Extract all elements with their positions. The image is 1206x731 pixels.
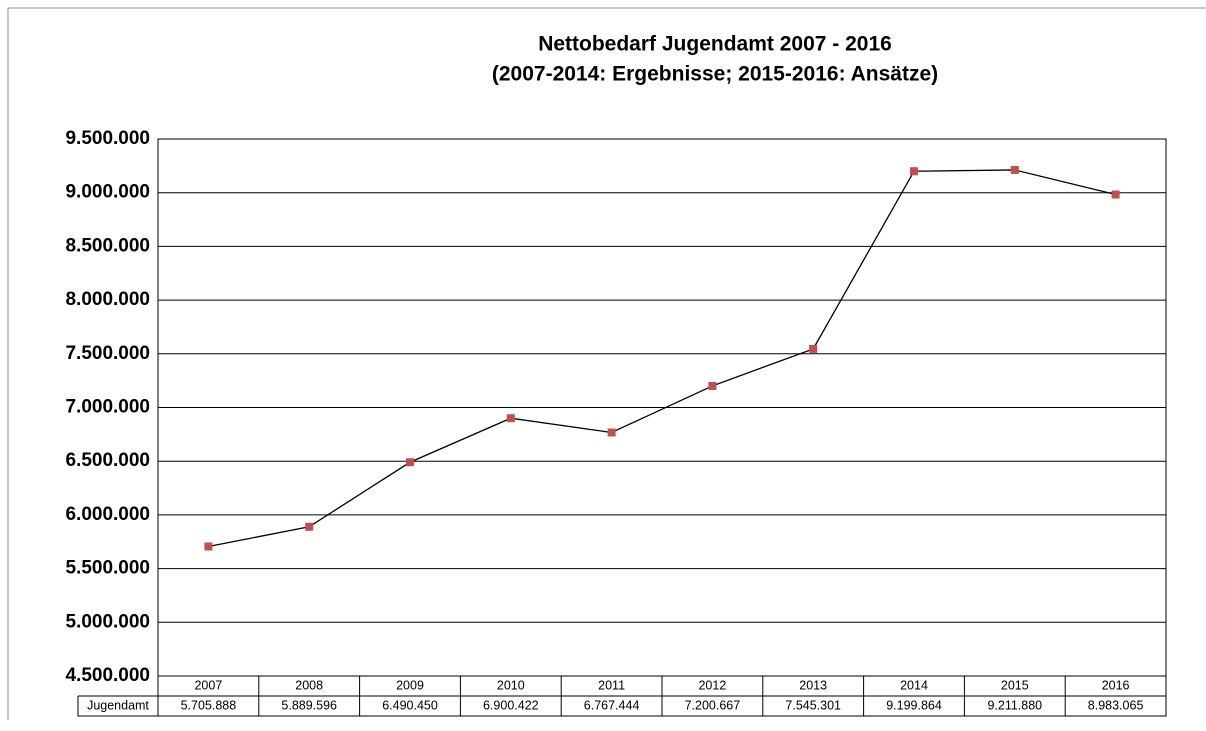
marker [406,458,414,467]
data-label: 6.900.422 [483,698,539,712]
marker [506,414,515,423]
y-tick-label: 7.500.000 [65,343,150,364]
data-label: 5.705.888 [181,698,237,712]
marker [204,542,213,551]
y-tick-label: 6.500.000 [65,450,150,471]
y-tick-label: 5.000.000 [65,611,150,632]
y-tick-label: 6.000.000 [65,504,150,525]
chart-border [7,7,1206,720]
data-label: 6.767.444 [584,698,640,712]
x-tick-label: 2014 [900,678,928,692]
chart-subtitle: (2007-2014: Ergebnisse; 2015-2016: Ansät… [492,63,938,86]
marker [708,381,717,390]
marker [910,167,918,176]
x-tick-label: 2012 [698,678,726,692]
y-tick-label: 9.000.000 [65,182,150,203]
y-tick-label: 5.500.000 [65,558,150,579]
data-label: 9.211.880 [987,698,1042,712]
data-label: 7.200.667 [685,698,741,712]
data-label: 5.889.596 [281,698,337,712]
data-label: 9.199.864 [886,698,942,712]
y-tick-label: 8.500.000 [65,235,150,256]
legend-entry: Jugendamt [87,698,149,712]
y-tick-label: 9.500.000 [65,128,150,149]
data-label: 6.490.450 [382,698,438,712]
x-tick-label: 2010 [497,678,525,692]
marker [1111,190,1120,199]
y-tick-label: 7.000.000 [65,397,150,418]
x-tick-label: 2009 [396,678,424,692]
marker [809,344,818,353]
data-label: 8.983.065 [1088,698,1144,712]
data-label: 7.545.301 [785,698,841,712]
y-tick-label: 4.500.000 [65,665,150,686]
x-tick-label: 2015 [1001,678,1029,692]
y-tick-label: 8.000.000 [65,289,150,310]
x-tick-label: 2011 [598,678,625,692]
x-tick-label: 2016 [1102,678,1130,692]
chart-title: Nettobedarf Jugendamt 2007 - 2016 [538,33,892,56]
marker [1010,165,1019,174]
marker [607,428,616,437]
marker [305,522,314,531]
table-grid [77,676,1167,717]
x-tick-label: 2013 [799,678,827,692]
x-tick-label: 2007 [194,678,222,692]
series-line [208,169,1116,548]
x-tick-label: 2008 [295,678,323,692]
